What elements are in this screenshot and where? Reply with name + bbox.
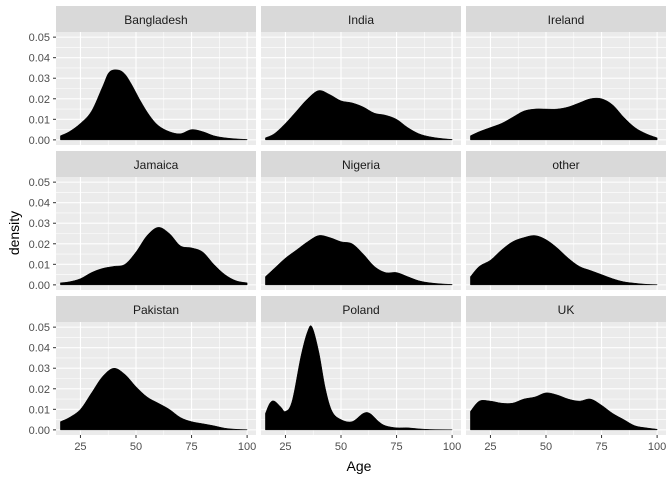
facet-strip-label: Pakistan <box>133 303 179 317</box>
y-tick-label: 0.03 <box>29 73 50 85</box>
y-tick-label: 0.04 <box>29 198 50 210</box>
y-tick-label: 0.00 <box>29 425 50 437</box>
x-tick-label: 50 <box>540 441 552 453</box>
facet-strip-label: Bangladesh <box>124 13 187 27</box>
facet-strip-label: India <box>348 13 374 27</box>
y-tick-label: 0.01 <box>29 404 50 416</box>
y-tick-label: 0.04 <box>29 53 50 65</box>
y-tick-label: 0.04 <box>29 343 50 355</box>
facet-panel: Nigeria <box>261 151 461 290</box>
y-tick-label: 0.01 <box>29 259 50 271</box>
facet-strip-label: UK <box>558 303 575 317</box>
y-tick-label: 0.05 <box>29 32 50 44</box>
facet-strip <box>261 151 461 177</box>
facet-panels: Bangladesh India Ireland Jamaica Nigeria othe… <box>56 6 666 435</box>
x-axis-title: Age <box>347 458 372 474</box>
y-tick-label: 0.02 <box>29 94 50 106</box>
density-area <box>470 235 658 286</box>
facet-panel: India <box>261 6 461 145</box>
x-tick-label: 100 <box>238 441 256 453</box>
facet-panel: Ireland <box>466 6 666 145</box>
facet-strip-label: other <box>552 158 579 172</box>
density-area <box>470 97 658 141</box>
facet-panel: Bangladesh <box>56 6 256 145</box>
y-axis-ticks: 0.00 0.01 0.02 0.03 0.04 0.05 0.00 0.01 0.02 0.03… <box>29 32 56 437</box>
density-area <box>470 392 658 431</box>
x-axis-ticks: 25 50 75 100 25 50 75 100 25 50 75 100 <box>74 435 666 453</box>
facet-strip <box>466 6 666 32</box>
facet-strip-label: Poland <box>342 303 379 317</box>
facet-panel: Pakistan <box>56 296 256 435</box>
x-tick-label: 25 <box>279 441 291 453</box>
facet-panel: other <box>466 151 666 290</box>
y-tick-label: 0.05 <box>29 177 50 189</box>
y-tick-label: 0.00 <box>29 135 50 147</box>
x-tick-label: 50 <box>335 441 347 453</box>
y-tick-label: 0.01 <box>29 114 50 126</box>
density-area <box>265 90 453 141</box>
facet-strip <box>56 296 256 322</box>
facet-strip <box>261 6 461 32</box>
facet-strip-label: Ireland <box>548 13 585 27</box>
facet-strip-label: Jamaica <box>134 158 179 172</box>
y-tick-label: 0.00 <box>29 280 50 292</box>
x-tick-label: 75 <box>390 441 402 453</box>
density-area <box>60 227 248 286</box>
facet-strip <box>466 151 666 177</box>
density-area <box>265 235 453 286</box>
density-area <box>60 367 248 431</box>
density-area <box>60 69 248 141</box>
x-tick-label: 25 <box>484 441 496 453</box>
x-tick-label: 50 <box>130 441 142 453</box>
y-tick-label: 0.02 <box>29 384 50 396</box>
density-area <box>265 325 453 431</box>
facet-strip-label: Nigeria <box>342 158 380 172</box>
facet-strip <box>466 296 666 322</box>
x-tick-label: 75 <box>185 441 197 453</box>
x-tick-label: 25 <box>74 441 86 453</box>
y-tick-label: 0.03 <box>29 363 50 375</box>
facet-strip <box>56 6 256 32</box>
facet-panel: Poland <box>261 296 461 435</box>
x-tick-label: 100 <box>648 441 666 453</box>
facet-panel: Jamaica <box>56 151 256 290</box>
y-tick-label: 0.02 <box>29 239 50 251</box>
y-tick-label: 0.03 <box>29 218 50 230</box>
facet-strip <box>261 296 461 322</box>
x-tick-label: 75 <box>595 441 607 453</box>
facet-panel: UK <box>466 296 666 435</box>
y-axis-title: density <box>6 211 22 255</box>
facet-strip <box>56 151 256 177</box>
y-tick-label: 0.05 <box>29 322 50 334</box>
x-tick-label: 100 <box>443 441 461 453</box>
